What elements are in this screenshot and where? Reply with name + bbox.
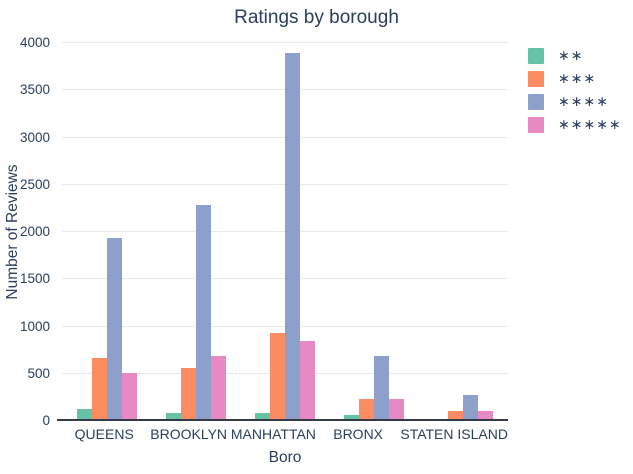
bar-staten-island-5star[interactable] [478,411,494,421]
bar-staten-island-3star[interactable] [448,411,464,421]
y-tick-label-2500: 2500 [19,176,50,192]
legend-swatch-4star [528,93,544,110]
bar-queens-4star[interactable] [106,237,122,421]
bar-manhattan-4star[interactable] [285,53,300,421]
x-tick-label-manhattan: MANHATTAN [230,426,316,442]
y-axis: 0 500 1000 1500 2000 2500 3000 3500 4000 [0,35,56,428]
legend-item-3star[interactable]: ∗∗∗ [528,67,622,90]
bar-brooklyn-5star[interactable] [210,355,226,421]
y-tick-label-2000: 2000 [19,224,50,239]
x-tick-label-brooklyn: BROOKLYN [150,426,228,442]
bar-manhattan-2star[interactable] [255,412,270,421]
legend: ∗∗ ∗∗∗ ∗∗∗∗ ∗∗∗∗∗ [528,44,622,136]
y-tick-label-3000: 3000 [19,129,50,145]
legend-item-2star[interactable]: ∗∗ [528,44,622,67]
bar-group-brooklyn [151,37,240,421]
y-tick-label-0: 0 [42,413,50,428]
bar-manhattan-3star[interactable] [270,333,285,421]
bar-group-manhattan [240,37,329,421]
bar-brooklyn-4star[interactable] [195,204,211,421]
y-tick-label-1500: 1500 [19,271,50,287]
y-tick-label-3500: 3500 [19,82,50,98]
legend-label-5star: ∗∗∗∗∗ [558,116,622,132]
bar-brooklyn-2star[interactable] [165,413,181,421]
bar-brooklyn-3star[interactable] [180,368,196,421]
legend-item-4star[interactable]: ∗∗∗∗ [528,90,622,113]
bar-bronx-4star[interactable] [374,355,390,421]
x-axis-line [57,419,508,421]
legend-label-4star: ∗∗∗∗ [558,93,609,109]
legend-swatch-2star [528,47,544,64]
bar-staten-island-4star[interactable] [463,394,479,421]
x-axis-title: Boro [268,449,302,466]
bar-bronx-5star[interactable] [389,399,405,421]
legend-label-3star: ∗∗∗ [558,70,597,86]
x-tick-label-queens: QUEENS [74,426,134,442]
bars-layer [62,37,508,421]
bar-queens-5star[interactable] [121,372,137,421]
y-tick-label-4000: 4000 [19,35,50,50]
bar-group-staten-island [419,37,508,421]
x-axis-tick-labels: QUEENS BROOKLYN MANHATTAN BRONX STATEN ISLAN… [62,426,508,442]
legend-swatch-5star [528,116,544,133]
y-tick-label-500: 500 [27,365,50,381]
bar-manhattan-5star[interactable] [300,340,315,421]
x-tick-label-staten-island: STATEN ISLAND [400,426,508,442]
chart-title: Ratings by borough [234,7,399,28]
x-tick-label-bronx: BRONX [333,426,384,442]
legend-item-5star[interactable]: ∗∗∗∗∗ [528,113,622,136]
bar-bronx-2star[interactable] [344,415,360,421]
gridline-y-4000 [62,42,508,43]
legend-swatch-3star [528,70,544,87]
bar-group-queens [62,37,151,421]
bar-group-bronx [330,37,419,421]
bar-bronx-3star[interactable] [359,399,375,421]
y-tick-label-1000: 1000 [19,318,50,334]
legend-label-2star: ∗∗ [558,47,584,63]
bar-queens-2star[interactable] [76,408,92,421]
bar-queens-3star[interactable] [91,357,107,421]
plot-area [57,37,508,421]
